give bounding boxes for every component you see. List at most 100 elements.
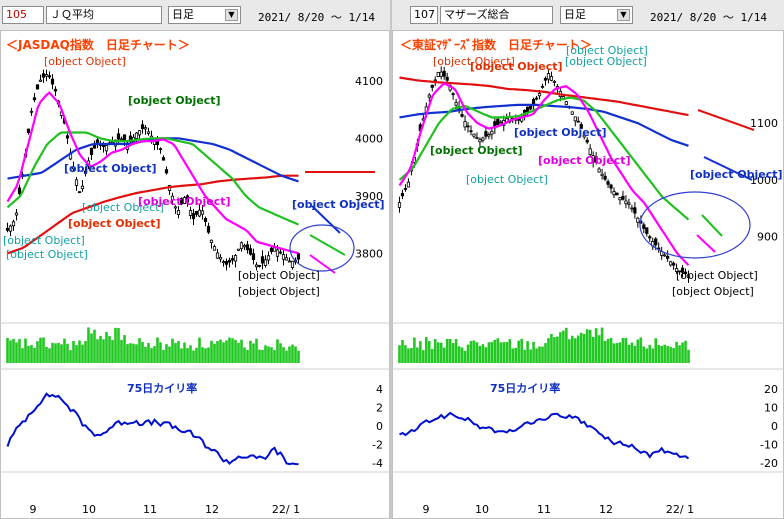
volume-bar [135,344,138,363]
candle-body [672,262,676,266]
projection-line [311,205,341,234]
volume-bar [648,344,652,363]
volume-bar [582,333,586,363]
volume-bar [228,337,231,363]
volume-bar [84,341,87,363]
volume-bar [430,349,434,363]
annotation-label: [object Object] [466,173,548,186]
candle-body [104,145,109,152]
volume-bar [499,342,503,363]
volume-bar [225,340,228,363]
candle-body [296,253,301,260]
candle-body [433,79,437,82]
volume-bar [138,338,141,363]
candle-body [173,206,178,209]
symbol-name-field[interactable]: ＪＱ平均 [46,6,162,24]
candle-body [179,198,184,205]
volume-bar [63,338,66,363]
candle-body [209,239,214,243]
volume-bar [445,338,449,363]
volume-bar [496,338,500,363]
volume-bar [478,345,482,363]
candle-body [680,267,685,273]
volume-bar [416,347,419,363]
candle-body [540,85,545,88]
chart-header: 105 ＪＱ平均 日足 ▼ 2021/ 8/20 〜 1/14 [0,0,390,31]
deviation-line [399,411,690,460]
volume-bar [99,335,102,363]
candle-body [683,271,688,274]
volume-bar [687,349,690,363]
volume-bar [660,345,663,363]
candle-body [642,224,646,229]
chevron-down-icon[interactable]: ▼ [225,9,238,21]
volume-bar [231,338,234,363]
candle-body [466,125,470,128]
code-input[interactable]: 107 [410,6,438,24]
volume-bar [102,339,105,363]
volume-bar [219,339,222,363]
period-label: 日足 [564,8,586,21]
volume-bar [463,350,467,363]
deviation-tick-label: 0 [376,420,383,433]
volume-bar [681,342,684,363]
candle-body [203,218,208,222]
panel-divider [389,0,392,519]
candle-body [47,75,52,78]
volume-bar [541,346,544,363]
volume-bar [657,345,661,363]
volume-bar [291,344,294,363]
chevron-down-icon[interactable]: ▼ [617,9,630,21]
deviation-line [6,392,299,466]
volume-bar [684,340,687,363]
ma25-line [6,131,299,226]
x-tick-label: 22/ 1 [272,503,300,516]
candle-body [615,192,619,196]
volume-bar [297,350,300,363]
volume-bar [75,345,78,363]
candle-body [400,193,405,197]
candle-body [621,195,625,200]
deviation-label: 75日カイリ率 [127,381,197,395]
period-select[interactable]: 日足 ▼ [168,6,241,24]
volume-bar [51,342,54,363]
code-input[interactable]: 105 [2,6,44,24]
candle-body [218,256,223,260]
deviation-tick-label: -10 [760,438,778,451]
volume-bar [576,335,580,363]
candle-body [251,253,256,260]
candle-body [215,252,220,259]
x-tick-label: 9 [423,503,430,516]
candle-body [543,77,548,81]
volume-bar [600,327,604,363]
volume-bar [240,339,243,363]
candle-body [654,238,658,246]
candle-body [406,181,411,188]
volume-bar [579,332,583,363]
volume-bar [401,339,404,363]
volume-bar [57,342,60,363]
volume-bar [511,348,515,363]
annotation-label: [object Object] [238,269,320,282]
volume-bar [36,341,39,363]
period-select[interactable]: 日足 ▼ [560,6,633,24]
volume-bar [171,338,174,363]
candle-body [442,70,446,77]
volume-bar [15,342,18,363]
volume-bar [69,350,72,363]
chart-title: ＜JASDAQ指数 日足チャート＞ [6,37,190,52]
symbol-name-field[interactable]: マザーズ総合 [440,6,553,24]
volume-bar [201,347,204,363]
volume-bar [129,343,132,363]
candle-body [266,255,271,261]
volume-bar [597,335,601,363]
candle-body [570,111,574,115]
candle-body [588,148,592,155]
volume-bar [585,329,589,363]
volume-bar [398,345,401,363]
volume-bar [550,334,553,363]
volume-bar [81,344,84,363]
candle-body [594,156,598,163]
volume-bar [502,342,506,363]
volume-bar [24,338,27,363]
